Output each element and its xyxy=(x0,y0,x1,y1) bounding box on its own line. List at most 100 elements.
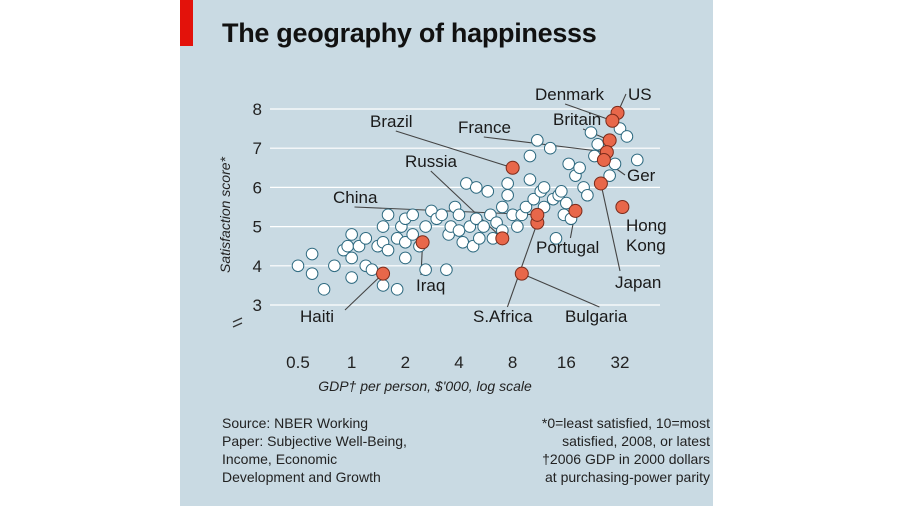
data-point xyxy=(543,141,557,155)
data-point xyxy=(341,239,354,253)
data-point xyxy=(406,228,420,241)
data-point xyxy=(345,251,358,265)
data-point xyxy=(440,263,453,277)
data-point xyxy=(291,259,305,273)
country-label: US xyxy=(628,85,652,104)
country-label: Iraq xyxy=(416,276,445,295)
leader-line xyxy=(564,103,613,122)
gridlines xyxy=(270,108,660,306)
data-point xyxy=(381,208,395,222)
leader-line xyxy=(600,183,621,272)
data-point xyxy=(584,126,598,139)
data-point xyxy=(469,212,483,226)
country-label: Ger xyxy=(627,166,656,185)
data-point xyxy=(531,134,544,147)
x-tick-label: 16 xyxy=(557,353,576,372)
highlighted-points xyxy=(376,105,630,281)
country-label-line: Kong xyxy=(626,236,666,255)
x-tick-label: 32 xyxy=(611,353,630,372)
highlighted-point xyxy=(593,176,608,191)
source-line: Development and Growth xyxy=(222,469,381,485)
highlighted-point xyxy=(376,266,391,281)
data-point xyxy=(608,157,622,171)
footnote-block: *0=least satisfied, 10=most satisfied, 2… xyxy=(470,414,710,486)
leader-line xyxy=(344,273,384,311)
data-point xyxy=(399,235,412,249)
data-point xyxy=(452,224,466,237)
data-point xyxy=(376,220,390,233)
y-tick-label: 6 xyxy=(253,178,262,197)
highlighted-point xyxy=(615,200,630,214)
leader-line xyxy=(430,170,503,239)
x-tick-label: 4 xyxy=(454,353,463,372)
data-point xyxy=(452,208,466,222)
data-point xyxy=(435,208,449,222)
data-point xyxy=(501,188,514,202)
footnote-line: *0=least satisfied, 10=most xyxy=(541,415,710,431)
country-label: Britain xyxy=(553,110,601,129)
data-point xyxy=(419,263,432,277)
data-point xyxy=(305,267,319,280)
data-point xyxy=(481,185,495,198)
country-label: Hong Kong xyxy=(626,216,667,255)
data-point xyxy=(620,130,634,143)
data-point xyxy=(527,192,541,206)
data-point xyxy=(496,200,509,214)
data-point xyxy=(630,153,644,167)
data-point xyxy=(376,279,390,292)
source-line: Source: NBER Working xyxy=(222,415,369,431)
data-point xyxy=(477,220,490,233)
y-tick-label: 5 xyxy=(253,218,262,237)
data-point xyxy=(345,271,358,284)
data-point xyxy=(519,200,533,214)
chart-panel xyxy=(180,0,713,506)
country-label: Japan xyxy=(615,273,661,292)
y-tick-label: 8 xyxy=(253,100,262,119)
data-point xyxy=(537,181,551,194)
country-label: S.Africa xyxy=(473,307,533,326)
x-axis-label: GDP† per person, $'000, log scale xyxy=(318,378,532,394)
data-point xyxy=(511,220,524,233)
country-label: Haiti xyxy=(300,307,334,326)
x-tick-label: 0.5 xyxy=(286,353,310,372)
country-label-line: Hong xyxy=(626,216,667,235)
highlighted-point xyxy=(602,133,617,148)
country-label: Portugal xyxy=(536,238,599,257)
data-point xyxy=(399,251,412,265)
x-tick-label: 1 xyxy=(347,353,356,372)
y-tick-label: 3 xyxy=(253,296,262,315)
leader-line xyxy=(506,222,538,308)
data-point xyxy=(591,137,605,151)
y-axis-break-icon xyxy=(232,317,243,328)
footnote-line: at purchasing-power parity xyxy=(545,469,710,485)
footnote-line: satisfied, 2008, or latest xyxy=(562,433,710,449)
highlighted-point xyxy=(514,266,529,281)
highlighted-point xyxy=(596,152,611,167)
data-points xyxy=(291,122,644,296)
country-labels: US Denmark Britain France Ger Brazil Japan Hong… xyxy=(300,85,667,326)
y-tick-labels: 3 4 5 6 7 8 xyxy=(253,100,262,315)
data-point xyxy=(555,185,568,198)
data-point xyxy=(523,173,537,186)
data-point xyxy=(328,259,341,273)
data-point xyxy=(523,149,537,163)
highlighted-point xyxy=(505,160,520,175)
footnote-line: †2006 GDP in 2000 dollars xyxy=(542,451,710,467)
x-tick-label: 8 xyxy=(508,353,517,372)
x-tick-labels: 0.5 1 2 4 8 16 32 xyxy=(286,353,629,372)
highlighted-point xyxy=(530,207,545,222)
data-point xyxy=(581,188,594,202)
country-label: Russia xyxy=(405,152,458,171)
data-point xyxy=(562,157,576,171)
highlighted-point xyxy=(568,203,583,218)
data-point xyxy=(381,243,395,257)
data-point xyxy=(603,169,616,182)
data-point xyxy=(501,177,514,190)
country-label: Denmark xyxy=(535,85,604,104)
data-point xyxy=(573,161,586,175)
data-point xyxy=(560,196,573,210)
country-label: Brazil xyxy=(370,112,413,131)
chart-title: The geography of happinesss xyxy=(222,18,597,48)
source-line: Income, Economic xyxy=(222,451,338,467)
country-label: Bulgaria xyxy=(565,307,628,326)
